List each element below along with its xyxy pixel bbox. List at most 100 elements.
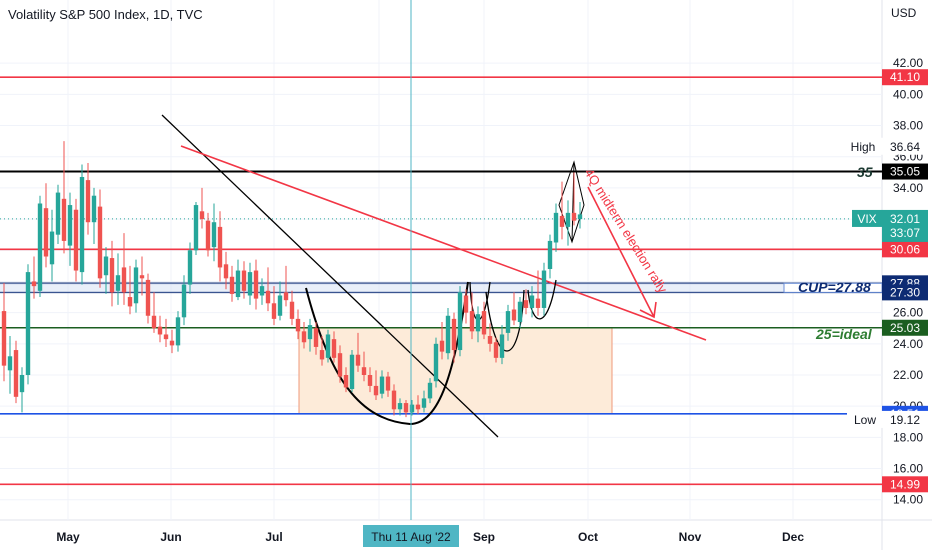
- candle-body: [163, 334, 169, 340]
- high-tag-label: High: [851, 140, 876, 154]
- candle-body: [37, 203, 43, 291]
- vix-value: 32.01: [890, 212, 920, 226]
- candle-body: [421, 398, 427, 408]
- x-tick-label: Jun: [160, 530, 181, 544]
- candle-body: [373, 385, 379, 396]
- candle-body: [481, 311, 487, 335]
- y-tick-label: 16.00: [893, 462, 923, 476]
- candle-body: [361, 367, 367, 376]
- note-ideal: 25=ideal: [815, 326, 873, 342]
- y-tick-label: 38.00: [893, 119, 923, 133]
- candle-body: [271, 303, 277, 319]
- y-tick-label: 14.00: [893, 493, 923, 507]
- candle-body: [355, 354, 361, 366]
- y-tick-label: 26.00: [893, 306, 923, 320]
- candle-body: [145, 279, 151, 316]
- candle-body: [55, 192, 61, 235]
- candle-body: [547, 240, 553, 269]
- time-axis[interactable]: MayJunJulAugSepOctNovDecThu 11 Aug '22: [56, 525, 804, 547]
- candle-body: [577, 214, 583, 220]
- candle-body: [499, 334, 505, 358]
- candle-body: [295, 318, 301, 332]
- chart-title: Volatility S&P 500 Index, 1D, TVC: [8, 7, 203, 22]
- candle-body: [193, 205, 199, 251]
- candle-body: [115, 275, 121, 291]
- candle-body: [283, 292, 289, 301]
- candle-body: [367, 375, 373, 386]
- y-tick-label: 24.00: [893, 337, 923, 351]
- candle-body: [157, 326, 163, 335]
- x-tick-label: Jul: [265, 530, 282, 544]
- candle-body: [265, 290, 271, 304]
- candle-body: [307, 325, 313, 340]
- level-tag: [882, 69, 928, 86]
- cup-band: [0, 283, 784, 293]
- candle-body: [433, 343, 439, 382]
- note-35: 35: [857, 164, 873, 180]
- currency-label: USD: [891, 6, 917, 20]
- candle-body: [535, 298, 541, 308]
- candle-body: [25, 272, 31, 376]
- candle-body: [451, 318, 457, 351]
- candle-body: [121, 267, 127, 293]
- candle-body: [211, 222, 217, 248]
- level-tag: [882, 284, 928, 301]
- candle-body: [511, 309, 517, 321]
- candles: [1, 141, 583, 418]
- candle-body: [337, 353, 343, 377]
- candle-body: [493, 342, 499, 358]
- level-tag: [882, 319, 928, 336]
- candle-body: [463, 295, 469, 313]
- y-tick-label: 22.00: [893, 368, 923, 382]
- candle-body: [1, 311, 7, 366]
- candle-body: [199, 211, 205, 220]
- candle-body: [13, 350, 19, 397]
- candle-body: [61, 198, 67, 241]
- candle-body: [247, 272, 253, 296]
- y-tick-label: 34.00: [893, 181, 923, 195]
- candle-body: [391, 390, 397, 410]
- x-tick-label: Oct: [578, 530, 598, 544]
- candle-body: [409, 404, 415, 413]
- level-tag: [882, 241, 928, 258]
- candle-body: [103, 256, 109, 276]
- level-tag-label: 14.99: [890, 477, 920, 491]
- candle-body: [127, 297, 133, 307]
- x-tick-label: Sep: [473, 530, 495, 544]
- vix-symbol-label: VIX: [857, 212, 876, 226]
- candle-body: [241, 270, 247, 291]
- candle-body: [397, 403, 403, 410]
- plot-background: [0, 0, 882, 520]
- candle-body: [181, 284, 187, 318]
- low-tag-bg: [847, 410, 882, 428]
- candle-body: [343, 375, 349, 388]
- candle-body: [7, 356, 13, 371]
- candle-body: [259, 286, 265, 296]
- y-tick-label: 42.00: [893, 56, 923, 70]
- vix-value-tag: [882, 209, 928, 242]
- candle-body: [67, 205, 73, 246]
- trendlines: [161, 114, 707, 438]
- candle-body: [223, 264, 229, 279]
- candle-body: [43, 208, 49, 257]
- candle-body: [289, 301, 295, 319]
- candle-body: [19, 375, 25, 393]
- candle-body: [187, 250, 193, 285]
- candle-body: [439, 340, 445, 352]
- candle-body: [313, 328, 319, 347]
- crosshair-date-label: Thu 11 Aug '22: [371, 530, 451, 544]
- candle-body: [217, 226, 223, 268]
- level-tag-label: 41.10: [890, 70, 920, 84]
- candle-body: [205, 220, 211, 251]
- candle-body: [169, 340, 175, 346]
- candle-body: [487, 336, 493, 344]
- candle-body: [529, 295, 535, 308]
- low-value: 19.12: [890, 413, 920, 427]
- candle-body: [469, 311, 475, 332]
- candle-body: [349, 354, 355, 390]
- y-tick-label: 40.00: [893, 87, 923, 101]
- low-tag-label: Low: [854, 413, 876, 427]
- candle-body: [385, 376, 391, 391]
